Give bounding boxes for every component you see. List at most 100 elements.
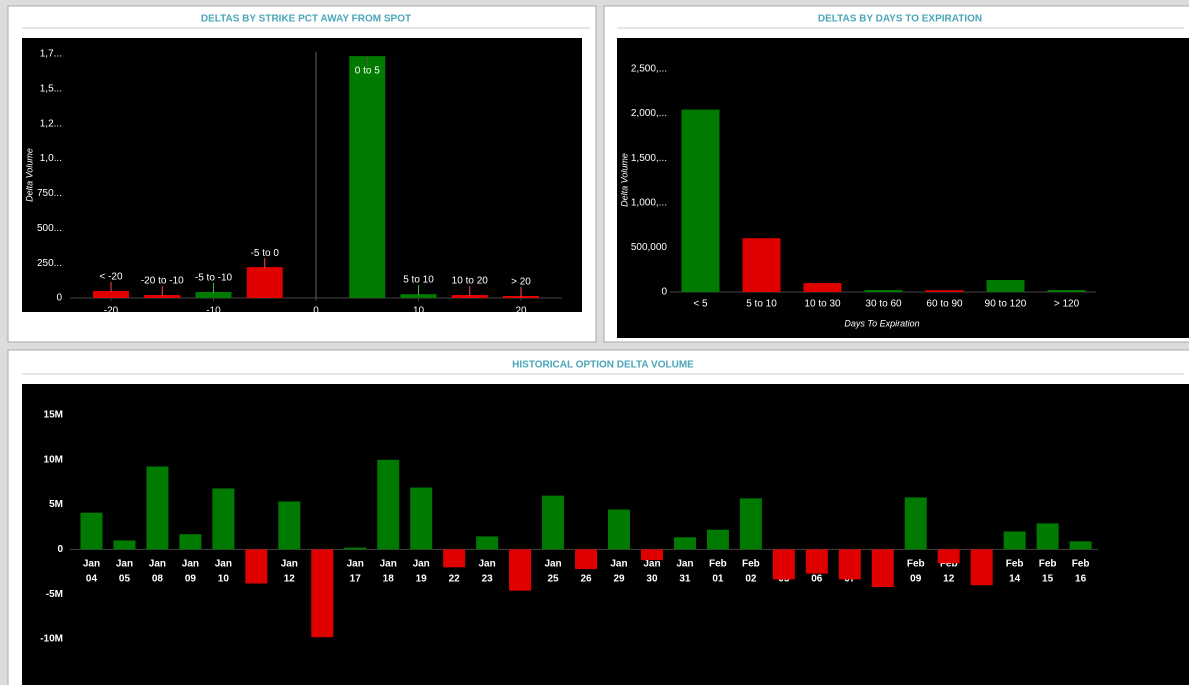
bar xyxy=(344,547,367,550)
y-axis-label: Delta Volume xyxy=(619,153,629,207)
data-label: 5 to 10 xyxy=(403,275,434,286)
x-tick-label: Jan 10 xyxy=(215,558,232,584)
x-tick-label: 30 to 60 xyxy=(865,299,902,310)
chart-title: HISTORICAL OPTION DELTA VOLUME xyxy=(512,360,694,371)
x-tick-label: Feb 02 xyxy=(742,558,760,584)
bar xyxy=(970,549,993,586)
bar xyxy=(1069,541,1092,550)
y-tick-label: 15M xyxy=(44,410,63,421)
bar xyxy=(93,292,129,298)
bar xyxy=(80,512,103,550)
y-tick-label: -5M xyxy=(46,589,63,600)
y-tick-label: 2,000,... xyxy=(631,108,667,119)
bar xyxy=(278,501,301,550)
bar xyxy=(443,549,466,568)
bar xyxy=(146,466,169,550)
data-label: 0 to 5 xyxy=(355,66,380,77)
x-tick-label: 90 to 120 xyxy=(985,299,1027,310)
bar xyxy=(1047,290,1086,292)
data-label: > 20 xyxy=(511,277,531,288)
bar xyxy=(1036,523,1059,550)
y-tick-label: 0 xyxy=(56,293,62,304)
bar xyxy=(349,57,386,298)
bar xyxy=(179,534,202,550)
x-tick-label: < 5 xyxy=(693,299,708,310)
bar xyxy=(803,283,842,292)
bar xyxy=(706,529,729,550)
x-tick-label: Feb 15 xyxy=(1039,558,1057,584)
y-tick-label: 1,0... xyxy=(40,153,62,164)
bar xyxy=(212,488,235,550)
y-tick-label: 1,7... xyxy=(40,49,62,60)
x-tick-label: 0 xyxy=(313,306,319,317)
bar xyxy=(509,549,532,591)
x-tick-label: Jan 04 xyxy=(83,558,100,584)
x-tick-label: Jan 08 xyxy=(149,558,166,584)
bar xyxy=(805,549,828,574)
x-tick-label: 5 to 10 xyxy=(746,299,777,310)
x-tick-label: 20 xyxy=(515,306,527,317)
bar xyxy=(377,459,400,550)
x-tick-label: Jan 23 xyxy=(479,558,496,584)
bar xyxy=(838,549,861,580)
x-tick-label: Jan 25 xyxy=(544,558,561,584)
chart-title: DELTAS BY STRIKE PCT AWAY FROM SPOT xyxy=(201,14,411,25)
bar xyxy=(245,549,268,584)
bar xyxy=(864,290,903,292)
bar xyxy=(1003,531,1026,550)
y-axis-label: Delta Volume xyxy=(24,148,34,202)
x-tick-label: Feb 16 xyxy=(1072,558,1090,584)
bar xyxy=(904,497,927,550)
plot-area xyxy=(22,38,582,312)
y-tick-label: 0 xyxy=(661,287,667,298)
data-label: < -20 xyxy=(99,272,123,283)
y-tick-label: 5M xyxy=(49,499,63,510)
bar xyxy=(311,549,334,638)
x-axis-label: Days To Expiration xyxy=(844,318,919,328)
x-tick-label: 60 to 90 xyxy=(926,299,963,310)
x-tick-label: > 120 xyxy=(1054,299,1080,310)
y-tick-label: 1,5... xyxy=(40,83,62,94)
bar xyxy=(113,540,136,550)
y-tick-label: 750... xyxy=(37,188,62,199)
y-tick-label: 10M xyxy=(44,454,63,465)
x-tick-label: Jan 18 xyxy=(380,558,397,584)
x-axis-label: % Pct Range xyxy=(287,321,340,331)
data-label: -5 to -10 xyxy=(195,273,233,284)
bar xyxy=(986,280,1025,292)
bar xyxy=(195,292,232,298)
x-tick-label: Jan 09 xyxy=(182,558,199,584)
chart-title: DELTAS BY DAYS TO EXPIRATION xyxy=(818,14,982,25)
y-tick-label: 500,000 xyxy=(631,242,668,253)
x-tick-label: Jan 19 xyxy=(413,558,430,584)
y-tick-label: -10M xyxy=(40,634,63,645)
bar xyxy=(772,549,795,580)
data-label: -5 to 0 xyxy=(251,248,280,259)
y-tick-label: 500... xyxy=(37,223,62,234)
x-tick-label: Feb 09 xyxy=(907,558,925,584)
bar xyxy=(400,295,437,298)
x-tick-label: 10 xyxy=(413,306,425,317)
x-tick-label: Feb 01 xyxy=(709,558,727,584)
bar xyxy=(871,549,894,588)
data-label: -20 to -10 xyxy=(141,276,184,287)
bar xyxy=(925,290,964,292)
bar xyxy=(681,109,720,292)
bar xyxy=(673,537,696,550)
bar xyxy=(640,549,663,561)
x-tick-label: Jan 30 xyxy=(643,558,660,584)
x-tick-label: Jan 05 xyxy=(116,558,133,584)
bar xyxy=(937,549,960,564)
x-tick-label: 10 to 30 xyxy=(804,299,841,310)
y-tick-label: 0 xyxy=(57,544,63,555)
bar xyxy=(246,268,283,298)
bar xyxy=(476,536,499,550)
y-tick-label: 1,000,... xyxy=(631,197,667,208)
y-tick-label: 2,500,... xyxy=(631,64,667,75)
x-tick-label: Jan 12 xyxy=(281,558,298,584)
bar xyxy=(410,487,433,550)
bar xyxy=(739,498,762,550)
y-tick-label: 1,2... xyxy=(40,118,62,129)
